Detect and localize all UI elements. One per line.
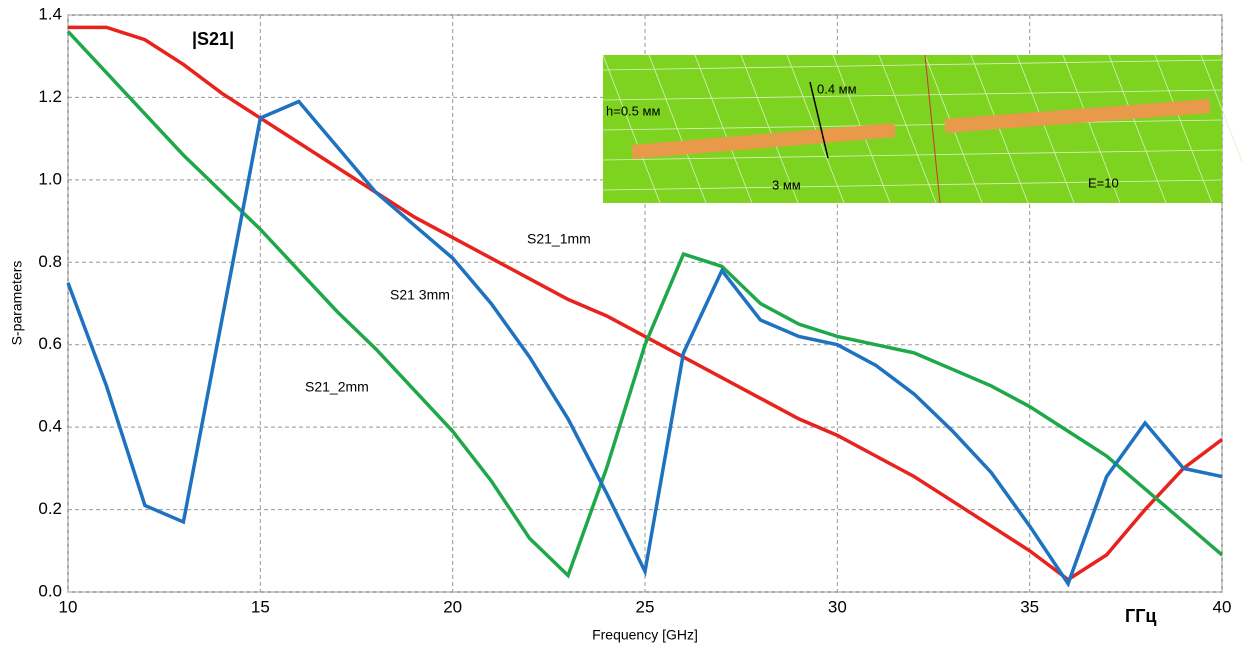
inset-label: E=10 [1088, 175, 1119, 190]
x-tick-label: 10 [59, 597, 78, 616]
inset-label: 0.4 мм [817, 81, 857, 96]
y-tick-label: 0.8 [38, 252, 62, 271]
inset-label: 3 мм [772, 177, 801, 192]
series-label: S21_2mm [305, 379, 369, 395]
y-tick-label: 0.2 [38, 499, 62, 518]
x-tick-label: 30 [828, 597, 847, 616]
inset: 0.4 мм h=0.5 мм 3 мм E=10 [603, 55, 1242, 203]
series-label: S21 3mm [390, 287, 450, 303]
y-tick-label: 1.4 [38, 4, 62, 23]
inset-background [603, 55, 1222, 203]
y-tick-label: 1.2 [38, 87, 62, 106]
annotation: |S21| [192, 29, 234, 49]
y-tick-label: 0.4 [38, 417, 62, 436]
x-tick-label: 20 [443, 597, 462, 616]
x-tick-label: 35 [1020, 597, 1039, 616]
x-axis-label: Frequency [GHz] [592, 627, 698, 643]
x-tick-label: 15 [251, 597, 270, 616]
x-tick-label: 40 [1213, 597, 1232, 616]
y-tick-label: 1.0 [38, 169, 62, 188]
inset-label: h=0.5 мм [606, 103, 660, 118]
annotation: ГГц [1125, 606, 1156, 626]
y-axis-label: S-parameters [9, 261, 25, 346]
x-tick-label: 25 [636, 597, 655, 616]
chart: Frequency [GHz] S-parameters 0.00.20.40.… [0, 0, 1242, 649]
series-label: S21_1mm [527, 231, 591, 247]
y-tick-label: 0.6 [38, 334, 62, 353]
